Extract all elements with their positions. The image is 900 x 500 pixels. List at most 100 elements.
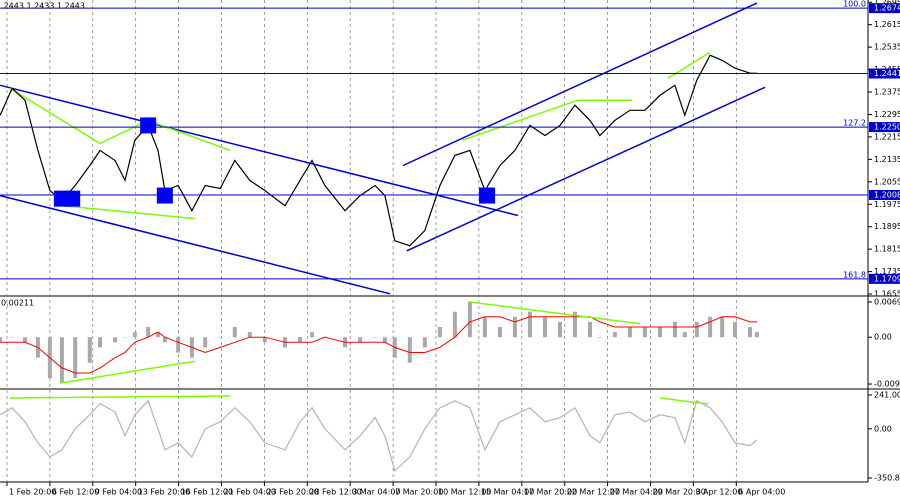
histogram-bar [310,332,315,338]
histogram-bar [672,321,677,338]
histogram-bar [203,337,208,348]
trendline [60,360,196,384]
histogram-bar [132,332,137,338]
y-tick-label: 1.2615 [874,20,900,29]
x-tick-label: 23 Feb 20:00 [266,488,318,497]
x-tick-label: 22 Mar 12:00 [567,488,620,497]
x-tick-label: 3 Mar 04:00 [352,488,400,497]
level-label: 1.2008 [874,190,900,199]
y-tick-label: 1.1895 [874,222,900,231]
signal-marker [479,187,496,204]
level-label: 1.2250 [874,123,900,132]
x-tick-label: 16 Feb 12:00 [181,488,233,497]
y-tick-label: 1.1975 [874,200,900,209]
histogram-bar [733,321,738,338]
histogram-bar [720,316,725,338]
x-tick-label: 15 Mar 04:00 [481,488,534,497]
level-label-box [869,68,900,79]
x-tick-label: 28 Feb 12:00 [309,488,361,497]
histogram-bar [358,337,363,343]
histogram-bar [542,316,547,338]
y-tick-label: -350.822 [874,474,900,483]
histogram-bar [113,337,118,343]
level-label-box [869,3,900,14]
histogram-bar [642,327,647,338]
y-tick-label: -0.00917 [874,380,900,389]
level-label-box [869,273,900,284]
histogram-bar [422,337,427,348]
signal-marker [140,117,157,134]
histogram-bar [73,337,78,379]
y-tick-label: 241.0049 [874,391,900,400]
histogram-bar [557,321,562,338]
x-tick-label: 6 Apr 04:00 [738,488,785,497]
level-label-box [869,189,900,200]
y-tick-label: 1.2375 [874,88,900,97]
level-label: 1.2674 [874,4,900,13]
histogram-bar [382,337,387,343]
x-tick-label: 10 Mar 12:00 [438,488,491,497]
histogram-bar [373,337,378,338]
pane-header: .2443 1.2433 1.2443 [1,2,85,11]
histogram-bar [694,321,699,338]
histogram-bar [754,332,759,338]
histogram-bar [657,327,662,338]
histogram-bar [407,337,412,363]
histogram-bar [437,327,442,338]
trendline [61,204,195,220]
histogram-bar [572,311,577,338]
histogram-bar [512,316,517,338]
y-tick-label: 1.2055 [874,177,900,186]
x-tick-label: 13 Feb 20:00 [138,488,190,497]
y-tick-label: 1.1735 [874,267,900,276]
histogram-bar [122,337,127,338]
trendline [402,2,758,167]
signal-line [0,316,757,374]
histogram-bar [0,337,3,343]
x-tick-label: 7 Mar 20:00 [395,488,443,497]
trendline [406,86,766,252]
histogram-bar [482,316,487,338]
fib-label: 127.2 [843,119,866,128]
histogram-bar [162,337,167,343]
histogram-bar [708,316,713,338]
histogram-bar [627,327,632,338]
trendline [9,395,231,399]
y-tick-label: 1.2535 [874,43,900,52]
fib-label: 161.8 [843,270,866,279]
histogram-bar [452,311,457,338]
histogram-bar [232,327,237,338]
x-tick-label: 3 Apr 12:00 [695,488,742,497]
x-tick-label: 29 Mar 20:00 [652,488,705,497]
histogram-bar [156,332,161,338]
x-tick-label: 6 Feb 12:00 [52,488,99,497]
histogram-bar [176,337,181,353]
level-label: 1.2441 [874,69,900,78]
histogram-bar [597,337,602,338]
histogram-bar [23,337,28,343]
histogram-bar [748,327,753,338]
histogram-bar [10,337,15,338]
y-tick-label: 1.2135 [874,155,900,164]
price-line [0,54,757,247]
trendline [0,84,519,217]
x-tick-label: 1 Feb 20:00 [9,488,56,497]
price-line [0,399,758,473]
histogram-bar [262,337,267,343]
y-tick-label: 0.00 [874,333,892,342]
pane-header: 0.00211 [1,299,34,308]
x-tick-label: 21 Feb 04:00 [223,488,275,497]
histogram-bar [59,337,64,384]
fib-label: 100.0 [843,0,866,9]
signal-marker [156,187,173,204]
histogram-bar [247,332,252,338]
histogram-bar [467,301,472,338]
y-tick-label: 1.1815 [874,245,900,254]
trendline [469,301,640,325]
histogram-bar [87,337,92,363]
trendline [9,87,231,152]
histogram-bar [588,321,593,338]
y-tick-label: 0.00691 [874,297,900,306]
